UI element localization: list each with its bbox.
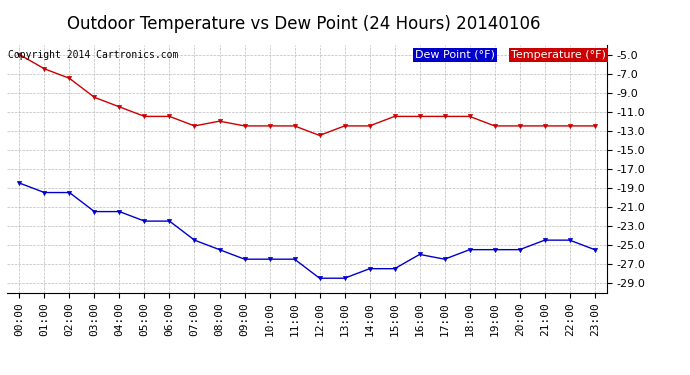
- Text: Copyright 2014 Cartronics.com: Copyright 2014 Cartronics.com: [8, 50, 179, 60]
- Text: Temperature (°F): Temperature (°F): [511, 50, 606, 60]
- Text: Outdoor Temperature vs Dew Point (24 Hours) 20140106: Outdoor Temperature vs Dew Point (24 Hou…: [67, 15, 540, 33]
- Text: Dew Point (°F): Dew Point (°F): [415, 50, 495, 60]
